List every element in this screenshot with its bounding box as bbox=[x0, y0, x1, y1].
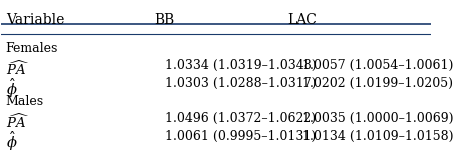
Text: $\hat{\phi}$: $\hat{\phi}$ bbox=[6, 130, 18, 153]
Text: 1.0334 (1.0319–1.0348): 1.0334 (1.0319–1.0348) bbox=[165, 59, 316, 72]
Text: 1.0303 (1.0288–1.0317): 1.0303 (1.0288–1.0317) bbox=[165, 77, 316, 90]
Text: $\widehat{PA}$: $\widehat{PA}$ bbox=[6, 59, 29, 78]
Text: 1.0057 (1.0054–1.0061): 1.0057 (1.0054–1.0061) bbox=[302, 59, 454, 72]
Text: LAC: LAC bbox=[287, 13, 317, 27]
Text: $\widehat{PA}$: $\widehat{PA}$ bbox=[6, 112, 29, 131]
Text: 1.0202 (1.0199–1.0205): 1.0202 (1.0199–1.0205) bbox=[302, 77, 453, 90]
Text: BB: BB bbox=[155, 13, 175, 27]
Text: Variable: Variable bbox=[6, 13, 64, 27]
Text: 1.0496 (1.0372–1.0622): 1.0496 (1.0372–1.0622) bbox=[165, 112, 316, 125]
Text: 1.0035 (1.0000–1.0069): 1.0035 (1.0000–1.0069) bbox=[302, 112, 454, 125]
Text: Males: Males bbox=[6, 95, 44, 108]
Text: 1.0061 (0.9995–1.0131): 1.0061 (0.9995–1.0131) bbox=[165, 130, 316, 143]
Text: $\hat{\phi}$: $\hat{\phi}$ bbox=[6, 77, 18, 100]
Text: Females: Females bbox=[6, 42, 58, 55]
Text: 1.0134 (1.0109–1.0158): 1.0134 (1.0109–1.0158) bbox=[302, 130, 454, 143]
